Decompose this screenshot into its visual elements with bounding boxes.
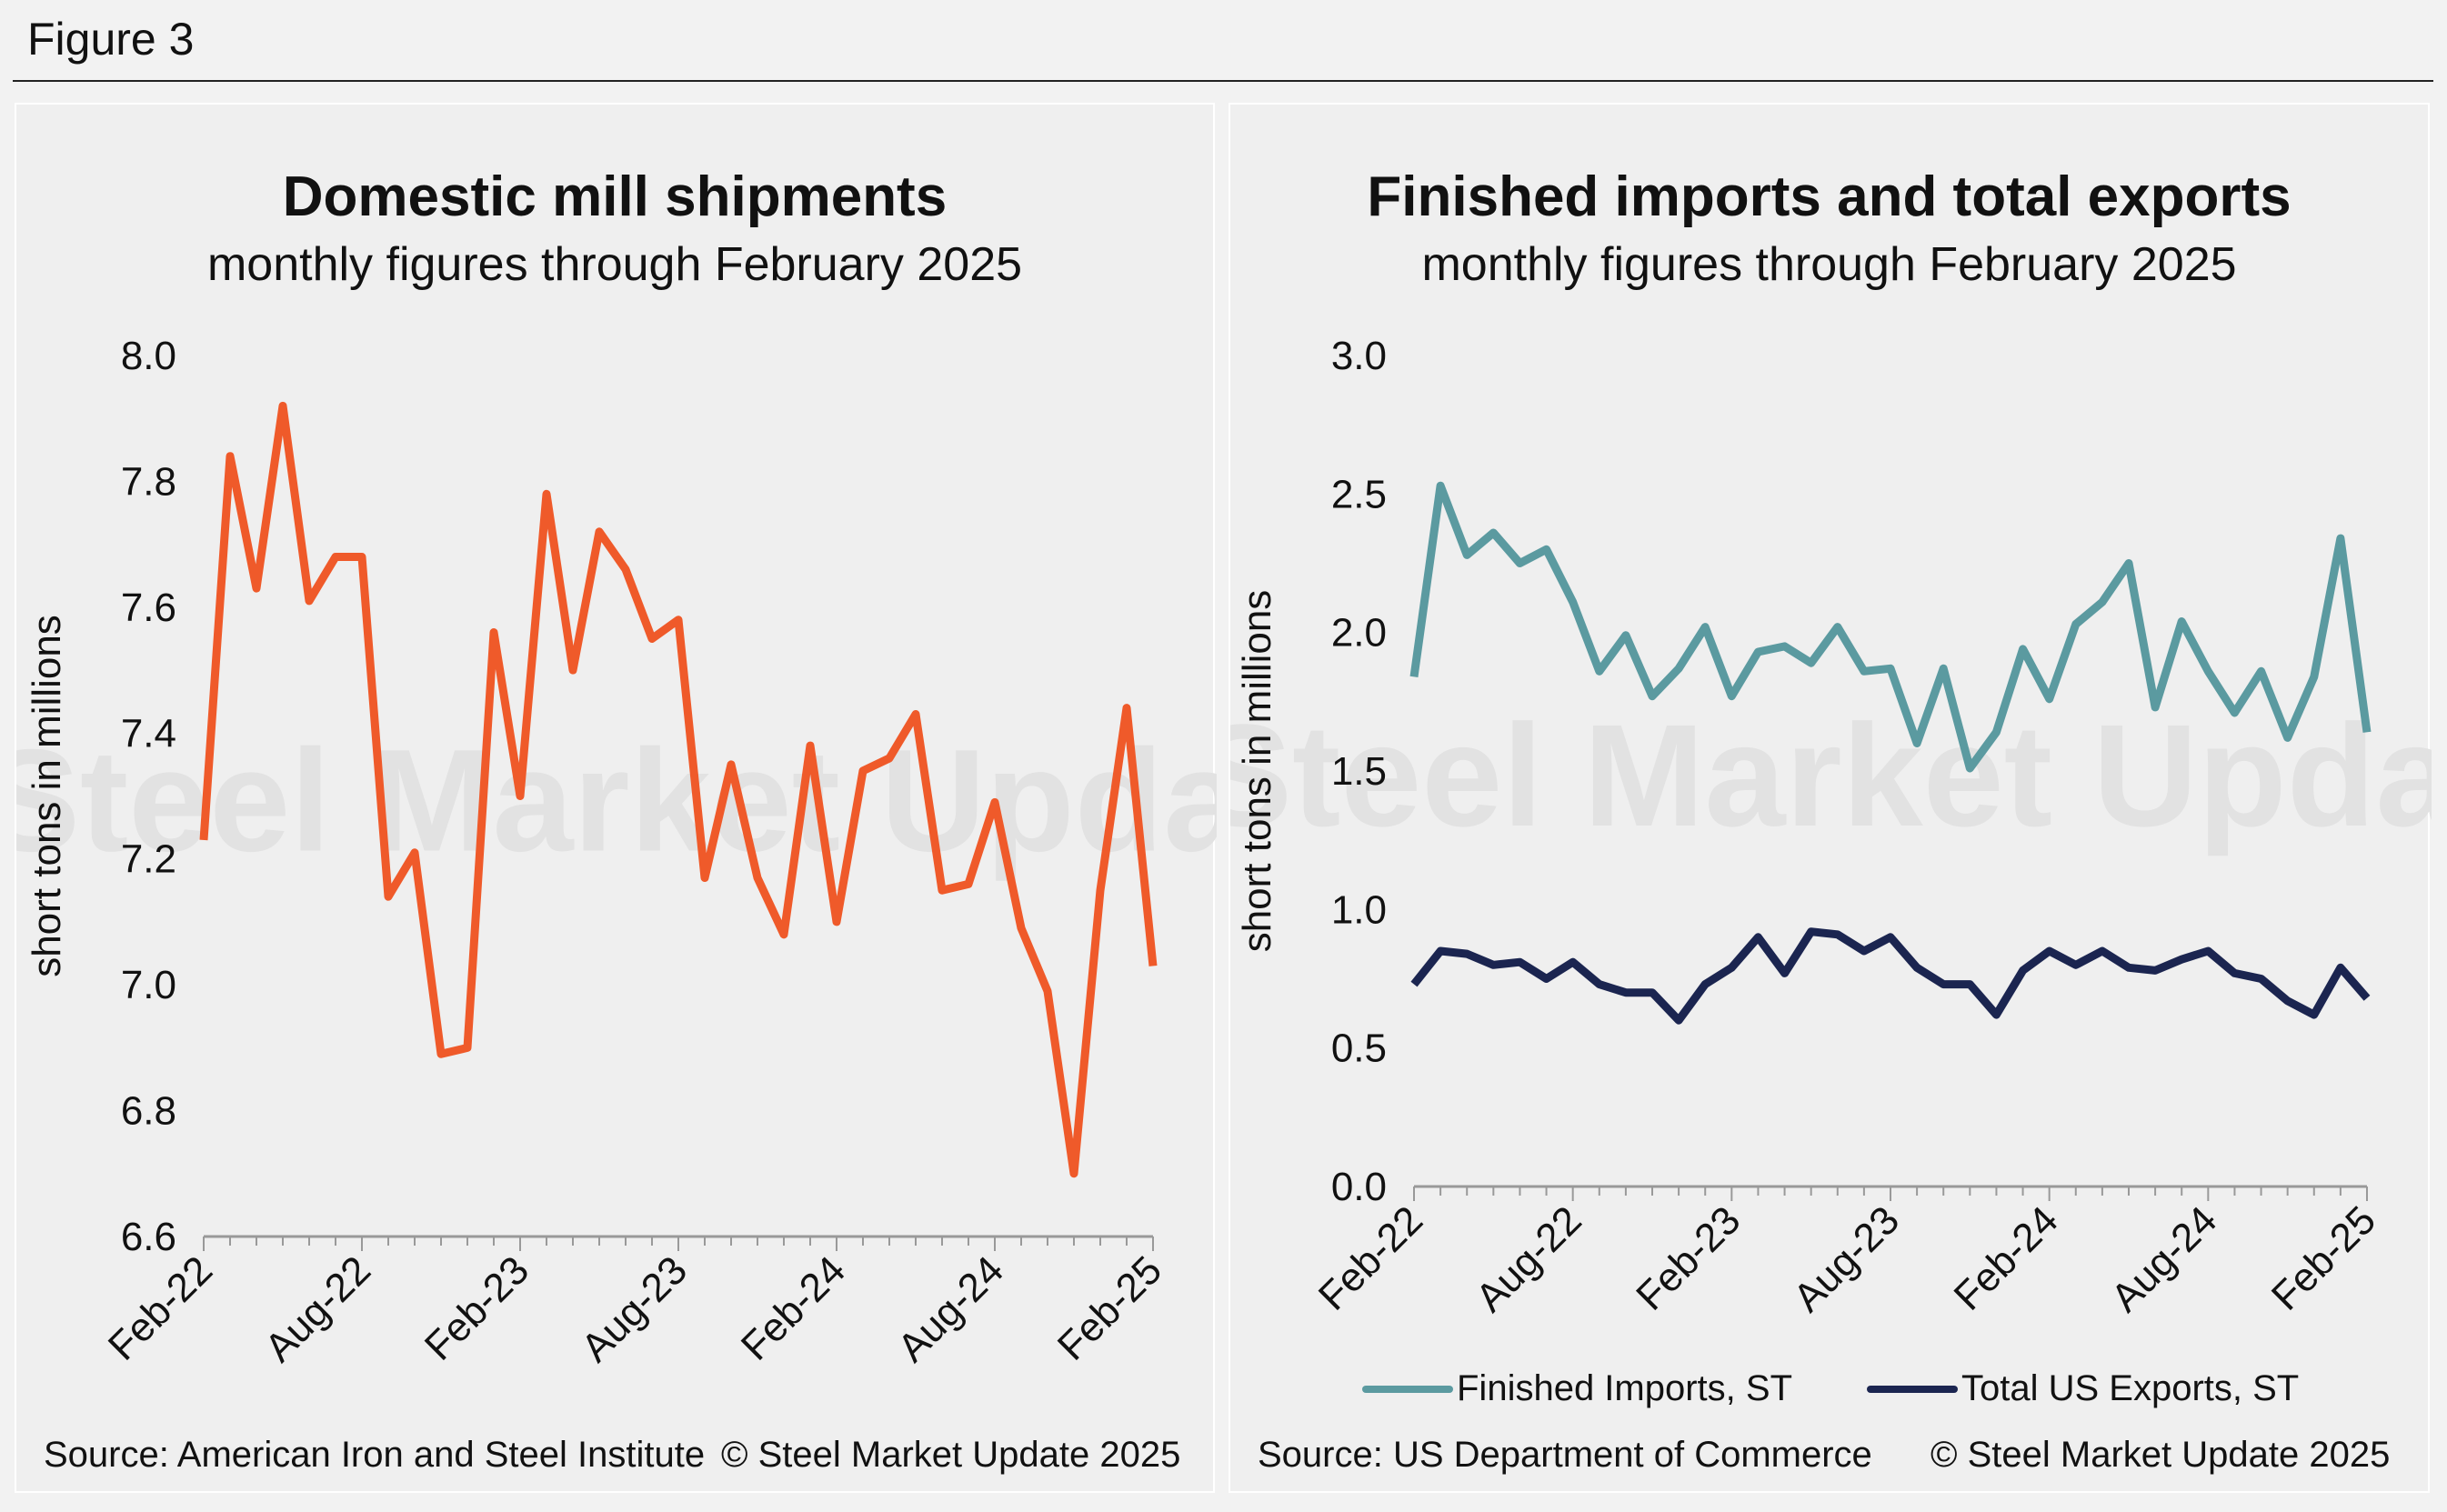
legend-label: Finished Imports, ST [1457, 1368, 1793, 1408]
shipments-chart-panel: Domestic mill shipments monthly figures … [15, 103, 1217, 1493]
watermark: Steel Market Update [16, 719, 1217, 882]
series-line-0 [199, 401, 1158, 1178]
chart-title: Finished imports and total exports [1367, 165, 2292, 228]
x-tick-label: Feb-22 [1310, 1197, 1431, 1318]
x-tick-label: Feb-24 [1946, 1197, 2067, 1318]
x-tick-label: Feb-24 [733, 1247, 854, 1368]
chart-source: Source: US Department of Commerce [1258, 1435, 1872, 1475]
y-axis-label: short tons in millions [1235, 590, 1279, 953]
y-tick-label: 2.5 [1331, 472, 1387, 516]
y-axis-label: short tons in millions [25, 615, 69, 977]
chart-copyright: © Steel Market Update 2025 [1931, 1435, 2391, 1475]
x-tick-label: Feb-25 [2263, 1197, 2384, 1318]
y-tick-label: 6.8 [121, 1089, 176, 1134]
x-tick-label: Feb-23 [416, 1247, 537, 1368]
y-tick-label: 7.6 [121, 586, 176, 630]
y-tick-label: 1.0 [1331, 887, 1387, 932]
x-tick-label: Feb-25 [1049, 1247, 1170, 1368]
x-tick-label: Aug-23 [1785, 1197, 1908, 1320]
watermark: Steel Market Update [1230, 694, 2432, 856]
x-tick-label: Aug-24 [889, 1247, 1012, 1370]
chart-copyright: © Steel Market Update 2025 [721, 1435, 1181, 1475]
x-tick-label: Aug-22 [256, 1247, 379, 1370]
chart-subtitle: monthly figures through February 2025 [1421, 238, 2237, 291]
chart-source: Source: American Iron and Steel Institut… [44, 1435, 706, 1475]
y-tick-label: 8.0 [121, 334, 176, 378]
legend-swatch-exports [1867, 1385, 1958, 1393]
series-line-1 [1410, 927, 2371, 1025]
trade-chart-panel: Finished imports and total exports month… [1229, 103, 2432, 1493]
y-tick-label: 2.0 [1331, 611, 1387, 656]
y-tick-label: 3.0 [1331, 334, 1387, 378]
y-tick-label: 6.6 [121, 1215, 176, 1259]
x-tick-label: Aug-22 [1468, 1197, 1590, 1320]
x-tick-label: Feb-23 [1628, 1197, 1749, 1318]
figure-label: Figure 3 [27, 14, 195, 65]
chart-title: Domestic mill shipments [282, 165, 948, 228]
y-tick-label: 1.5 [1331, 749, 1387, 794]
y-tick-label: 7.8 [121, 459, 176, 504]
y-tick-label: 7.4 [121, 711, 176, 756]
chart-subtitle: monthly figures through February 2025 [206, 238, 1023, 291]
x-tick-label: Feb-22 [100, 1247, 221, 1368]
y-tick-label: 0.5 [1331, 1026, 1387, 1071]
x-tick-label: Aug-23 [573, 1247, 696, 1370]
legend-label: Total US Exports, ST [1961, 1368, 2300, 1408]
figure-divider [13, 80, 2433, 82]
legend-item-exports: Total US Exports, ST [1867, 1368, 2299, 1409]
shipments-line-chart: Steel Market Updateshort tons in million… [16, 334, 1217, 1370]
legend-swatch-imports [1362, 1385, 1453, 1393]
series-line-0 [1409, 481, 2372, 773]
y-tick-label: 7.2 [121, 837, 176, 882]
trade-line-chart: Steel Market Updateshort tons in million… [1230, 334, 2432, 1320]
y-tick-label: 7.0 [121, 963, 176, 1007]
x-tick-label: Aug-24 [2102, 1197, 2225, 1320]
legend-item-imports: Finished Imports, ST [1362, 1368, 1792, 1409]
y-tick-label: 0.0 [1331, 1165, 1387, 1209]
